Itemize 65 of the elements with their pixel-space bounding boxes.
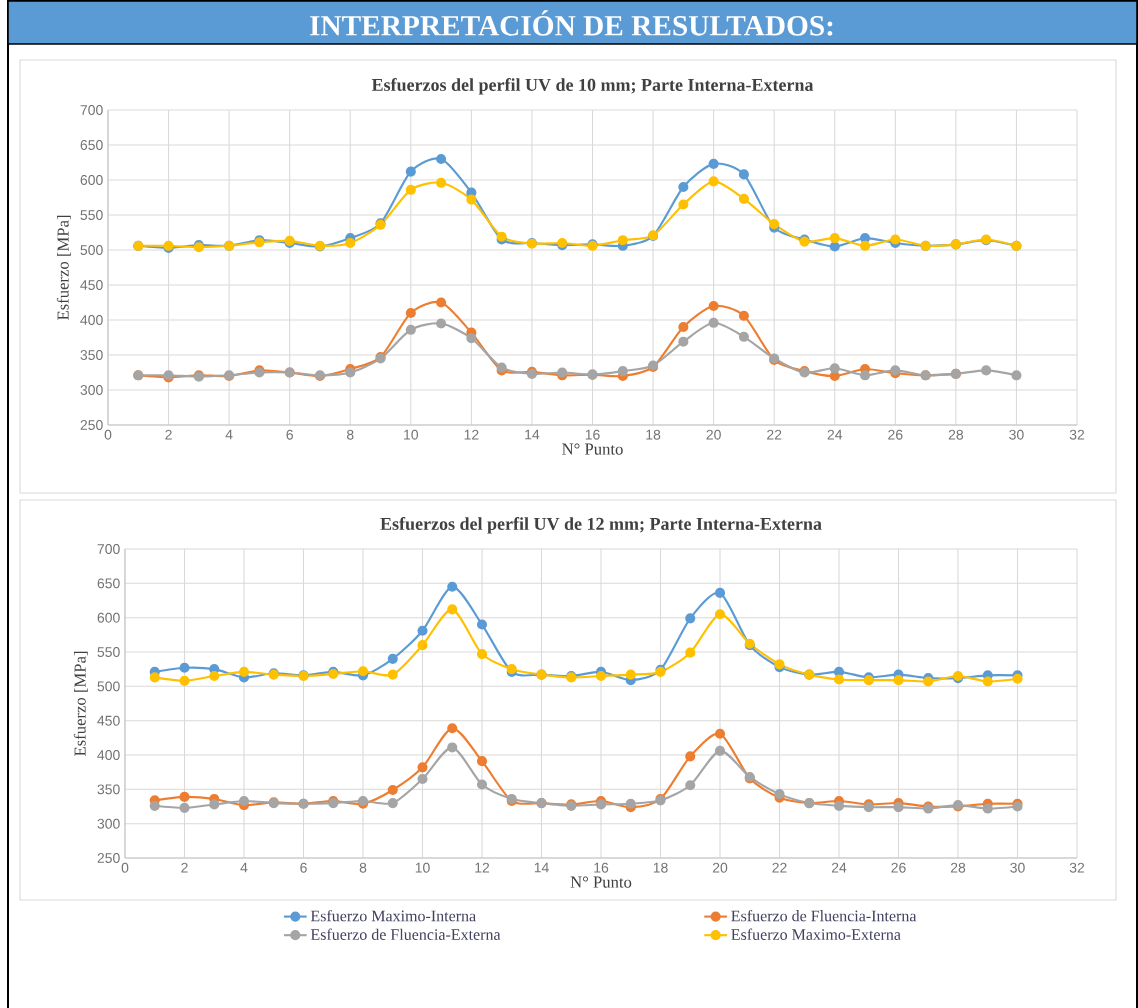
y-tick-label: 350 [80,350,103,360]
y-tick-label: 250 [97,853,120,863]
x-tick-label: 0 [121,862,129,873]
y-tick-label: 600 [80,175,103,185]
x-tick-label: 24 [831,862,847,873]
x-tick-label: 12 [464,429,479,440]
x-tick-label: 10 [404,429,419,440]
y-axis-title: Esfuerzo [MPa] [56,215,71,321]
x-tick-label: 32 [1069,862,1085,873]
legend-label: Esfuerzo Maximo-Externa [731,928,901,940]
y-tick-label: 650 [97,578,120,589]
chart-title: Esfuerzos del perfil UV de 12 mm; Parte Interna-Externa [380,517,822,534]
x-tick-label: 22 [772,862,787,873]
x-tick-label: 24 [827,429,843,440]
text: INTERPRETACIÓN DE RESULTADOS: [310,10,833,36]
x-tick-label: 20 [706,429,721,440]
y-tick-label: 700 [97,544,120,554]
y-tick-label: 550 [80,210,103,220]
x-tick-label: 18 [653,862,668,873]
y-tick-label: 450 [97,715,120,726]
x-tick-label: 4 [225,429,233,440]
x-axis-title: N° Punto [570,876,632,888]
y-tick-label: 600 [97,612,120,623]
y-tick-label: 500 [97,681,120,692]
x-tick-label: 0 [104,429,112,440]
x-tick-label: 4 [240,862,248,873]
x-tick-label: 6 [300,862,307,873]
x-tick-label: 16 [585,429,600,440]
y-tick-label: 250 [80,420,103,430]
x-tick-label: 26 [888,429,903,440]
x-tick-label: 30 [1010,862,1025,873]
legend-label: Esfuerzo de Fluencia-Externa [310,928,501,940]
x-tick-label: 6 [286,429,293,440]
y-tick-label: 700 [80,105,103,115]
x-tick-label: 2 [181,862,188,873]
x-tick-label: 18 [646,429,661,440]
x-tick-label: 32 [1069,429,1085,440]
x-tick-label: 2 [165,429,172,440]
x-tick-label: 28 [950,862,966,873]
x-tick-label: 30 [1009,429,1024,440]
x-tick-label: 14 [534,862,549,873]
y-tick-label: 450 [80,280,103,290]
y-axis-title: Esfuerzo [MPa] [73,651,88,757]
x-tick-label: 8 [346,429,354,440]
y-tick-label: 400 [80,315,103,325]
x-tick-label: 8 [359,862,367,873]
y-tick-label: 550 [97,647,120,657]
x-tick-label: 16 [594,862,609,873]
x-tick-label: 26 [891,862,906,873]
x-tick-label: 28 [948,429,964,440]
y-tick-label: 300 [80,385,103,395]
y-tick-label: 650 [80,140,103,150]
x-axis-title: N° Punto [562,443,623,455]
legend-label: Esfuerzo Maximo-Interna [310,909,476,922]
x-tick-label: 14 [525,429,540,440]
x-tick-label: 12 [475,862,490,873]
x-tick-label: 20 [712,862,728,873]
y-tick-label: 500 [80,245,103,255]
x-tick-label: 10 [415,862,430,873]
x-tick-label: 22 [767,429,782,440]
y-tick-label: 400 [97,750,120,760]
y-tick-label: 300 [97,818,120,829]
chart-title: Esfuerzos del perfil UV de 10 mm; Parte Interna-Externa [371,78,814,95]
y-tick-label: 350 [97,784,120,795]
legend-label: Esfuerzo de Fluencia-Interna [731,909,917,922]
